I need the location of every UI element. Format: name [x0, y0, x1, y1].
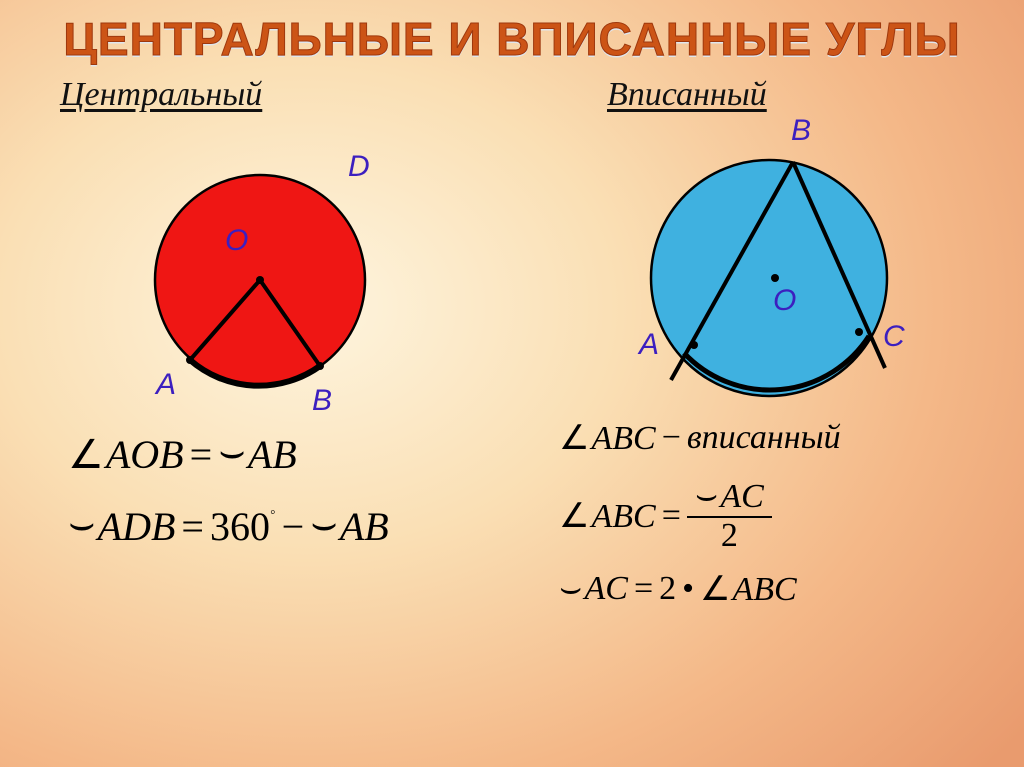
dot-O-right: [771, 274, 779, 282]
columns: Центральный O D A B AOB = AB: [0, 66, 1024, 610]
label-B-right: B: [791, 114, 811, 148]
f-r2-num: AC: [695, 478, 764, 515]
f-r2-angle: ABC: [559, 496, 656, 536]
svg-central: [60, 120, 500, 420]
formula-l1: AOB = AB: [68, 430, 500, 478]
f-l2-num: 360: [210, 504, 270, 549]
col-left: Центральный O D A B AOB = AB: [60, 74, 500, 610]
f-l1-arc: AB: [218, 430, 297, 478]
label-B-left: B: [312, 384, 332, 418]
formulas-right: ABC − вписанный ABC = AC 2 AC = 2 • ABC: [529, 418, 969, 610]
f-r1-angle: ABC: [559, 418, 656, 458]
main-title: ЦЕНТРАЛЬНЫЕ И ВПИСАННЫЕ УГЛЫ ЦЕНТРАЛЬНЫЕ…: [0, 0, 1024, 66]
f-r3-eq: =: [634, 570, 653, 608]
f-l2-eq: =: [181, 503, 204, 550]
dot-C-right: [855, 328, 863, 336]
f-l2-360: 360◦: [210, 503, 276, 550]
svg-inscribed: [529, 120, 969, 420]
label-O-left: O: [225, 224, 248, 258]
f-l2-minus: −: [282, 503, 305, 550]
f-r1-dash: −: [662, 419, 681, 457]
f-r1-word: вписанный: [687, 419, 841, 457]
f-l1-angle: AOB: [68, 431, 184, 478]
formula-r1: ABC − вписанный: [559, 418, 969, 458]
f-r3-num: 2: [659, 570, 676, 608]
label-O-right: O: [773, 284, 796, 318]
dot-A: [186, 356, 194, 364]
diagram-inscribed: B O A C: [529, 120, 969, 420]
col-right: Вписанный B O A C ABC − вписанный: [529, 74, 969, 610]
label-A-left: A: [156, 368, 176, 402]
f-r3-angle2: ABC: [700, 569, 797, 609]
formulas-left: AOB = AB ADB = 360◦ − AB: [60, 430, 500, 550]
f-l1-eq: =: [190, 431, 213, 478]
label-A-right: A: [639, 328, 659, 362]
label-D: D: [348, 150, 370, 184]
f-r3-arc: AC: [559, 567, 628, 610]
dot-O-left: [256, 276, 264, 284]
label-C-right: C: [883, 320, 905, 354]
f-r2-den: 2: [713, 518, 746, 554]
f-r3-dot: •: [682, 570, 694, 608]
f-r2-eq: =: [662, 497, 681, 535]
f-r2-frac: AC 2: [687, 478, 772, 553]
diagram-central: O D A B: [60, 120, 500, 420]
formula-l2: ADB = 360◦ − AB: [68, 502, 500, 550]
f-l2-arc1: ADB: [68, 502, 175, 550]
title-front: ЦЕНТРАЛЬНЫЕ И ВПИСАННЫЕ УГЛЫ: [0, 12, 1024, 66]
circle-right: [651, 160, 887, 396]
subtitle-right: Вписанный: [607, 74, 969, 114]
dot-A-right: [690, 341, 698, 349]
dot-B: [316, 362, 324, 370]
f-l2-arc2: AB: [310, 502, 389, 550]
subtitle-left: Центральный: [60, 74, 500, 114]
formula-r3: AC = 2 • ABC: [559, 567, 969, 610]
f-l2-deg: ◦: [270, 504, 276, 521]
formula-r2: ABC = AC 2: [559, 478, 969, 553]
